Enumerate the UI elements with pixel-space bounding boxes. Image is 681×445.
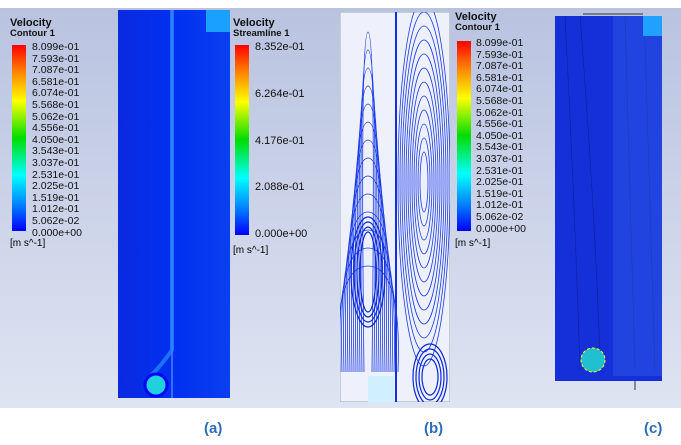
legend-c: Velocity Contour 1	[455, 12, 500, 36]
tick-label: 5.062e-01	[32, 110, 80, 123]
streamline	[401, 25, 447, 339]
vortex	[415, 348, 445, 402]
tick-label: 2.088e-01	[255, 181, 305, 194]
streamline	[362, 31, 374, 373]
streamline	[341, 229, 395, 373]
vortex	[359, 231, 377, 313]
streamline	[349, 157, 387, 373]
vortex	[418, 353, 442, 401]
streamline	[340, 265, 399, 373]
streamline	[356, 85, 380, 373]
tick-label: 7.593e-01	[32, 52, 80, 65]
colorbar-c	[457, 41, 471, 231]
streamline	[340, 247, 397, 373]
mesh-contour-plot-c	[555, 13, 662, 390]
vortex	[421, 358, 439, 396]
streamline	[347, 175, 389, 373]
tick-label: 2.025e-01	[32, 180, 80, 193]
ticks-b: 8.352e-01 6.264e-01 4.176e-01 2.088e-01 0.00…	[255, 42, 307, 240]
tick-label: 3.037e-01	[32, 156, 80, 169]
tick-label: 2.025e-01	[476, 176, 524, 189]
tick-label: 6.581e-01	[476, 71, 524, 84]
tick-label: 4.176e-01	[255, 134, 305, 147]
tick-label: 1.012e-01	[476, 199, 524, 212]
tick-label: 6.581e-01	[32, 75, 80, 88]
streamline	[345, 193, 391, 373]
legend-subtitle: Contour 1	[455, 22, 500, 33]
tick-label: 6.074e-01	[32, 87, 80, 100]
streamline	[405, 53, 443, 311]
tick-label: 8.099e-01	[476, 37, 524, 49]
contour-plot-a	[118, 10, 230, 398]
streamline	[413, 109, 435, 255]
tick-label: 8.352e-01	[255, 41, 305, 53]
tick-label: 7.087e-01	[32, 64, 80, 77]
tick-label: 5.062e-01	[476, 106, 524, 119]
tick-label: 8.099e-01	[32, 41, 80, 53]
tick-label: 0.000e+00	[32, 226, 82, 239]
tick-label: 5.568e-01	[476, 94, 524, 107]
vortex	[356, 226, 380, 318]
streamline	[358, 67, 378, 373]
legend-title: Velocity	[10, 17, 52, 29]
streamline	[354, 103, 382, 373]
vortex	[353, 221, 383, 323]
tick-label: 6.074e-01	[476, 83, 524, 96]
tick-label: 0.000e+00	[255, 228, 308, 240]
tick-label: 5.568e-01	[32, 98, 80, 111]
ticks-c: 8.099e-01 7.593e-01 7.087e-01 6.581e-01 6.07…	[476, 38, 526, 234]
legend-a: Velocity Contour 1	[10, 18, 55, 42]
tick-label: 5.062e-02	[32, 214, 80, 227]
legend-subtitle: Contour 1	[10, 28, 55, 39]
panel-label-b: (b)	[424, 420, 444, 437]
tick-label: 0.000e+00	[476, 222, 526, 235]
tick-label: 1.519e-01	[476, 187, 524, 200]
streamline	[360, 49, 376, 373]
tick-label: 4.050e-01	[32, 133, 80, 146]
tick-label: 2.531e-01	[476, 164, 524, 177]
tick-label: 1.519e-01	[32, 191, 80, 204]
legend-title: Velocity	[455, 11, 497, 23]
legend-b: Velocity Streamline 1	[233, 18, 290, 42]
vortex	[412, 343, 448, 402]
streamline-plot-b	[340, 12, 450, 402]
streamline	[411, 95, 437, 269]
legend-subtitle: Streamline 1	[233, 28, 290, 39]
tick-label: 3.543e-01	[32, 145, 80, 158]
unit-c: [m s^-1]	[455, 238, 491, 249]
panel-label-a: (a)	[204, 420, 223, 437]
streamline	[419, 151, 429, 213]
tick-label: 4.556e-01	[32, 122, 80, 135]
tick-label: 1.012e-01	[32, 203, 80, 216]
unit-b: [m s^-1]	[233, 245, 269, 256]
tick-label: 7.593e-01	[476, 48, 524, 61]
streamline	[407, 67, 441, 297]
tick-label: 2.531e-01	[32, 168, 80, 181]
tick-label: 7.087e-01	[476, 60, 524, 73]
tick-label: 3.543e-01	[476, 141, 524, 154]
unit-a: [m s^-1]	[10, 238, 46, 249]
tick-label: 6.264e-01	[255, 87, 305, 100]
tick-label: 4.556e-01	[476, 118, 524, 131]
legend-title: Velocity	[233, 17, 275, 29]
streamline	[409, 81, 439, 283]
ticks-a: 8.099e-01 7.593e-01 7.087e-01 6.581e-01 6.07…	[32, 42, 82, 238]
tick-label: 4.050e-01	[476, 129, 524, 142]
tick-label: 3.037e-01	[476, 152, 524, 165]
colorbar-a	[12, 45, 26, 231]
streamline	[403, 39, 445, 325]
streamline	[417, 137, 431, 227]
streamline	[415, 123, 433, 241]
panel-label-c: (c)	[644, 420, 663, 437]
colorbar-b	[235, 45, 249, 235]
vortex	[350, 216, 386, 328]
tick-label: 5.062e-02	[476, 210, 524, 223]
